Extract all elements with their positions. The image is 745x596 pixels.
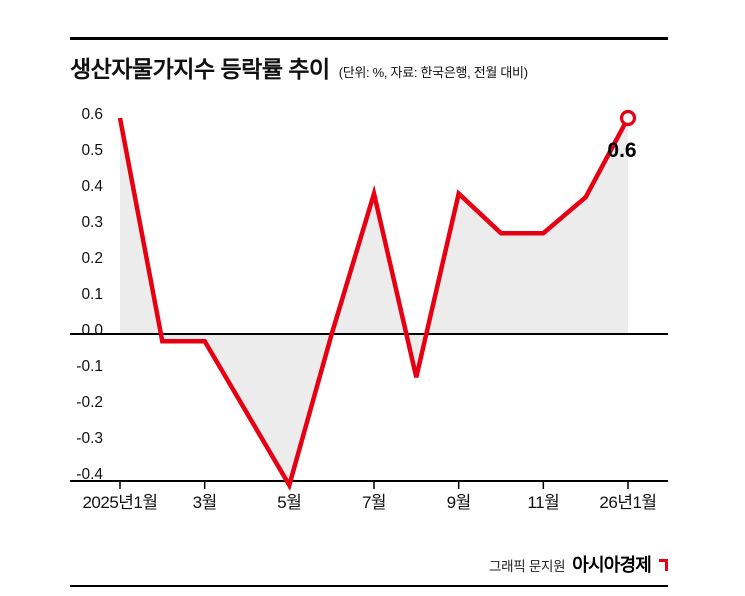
y-tick-label: -0.1 — [76, 358, 103, 375]
chart-title: 생산자물가지수 등락률 추이 — [70, 56, 330, 82]
x-tick-label: 5월 — [277, 493, 301, 512]
y-tick-label: -0.4 — [76, 466, 103, 483]
header: 생산자물가지수 등락률 추이 (단위: %, 자료: 한국은행, 전월 대비) — [70, 50, 528, 84]
area-fill — [120, 118, 628, 486]
chart-subtitle: (단위: %, 자료: 한국은행, 전월 대비) — [338, 65, 528, 80]
y-tick-label: 0.2 — [81, 250, 103, 267]
y-tick-label: 0.1 — [81, 286, 103, 303]
brand-logo: 아시아경제 — [572, 555, 652, 575]
x-tick-label: 9월 — [447, 493, 471, 512]
y-tick-label: 0.0 — [81, 322, 103, 339]
x-tick-label: 2025년1월 — [82, 493, 157, 512]
credit-text: 그래픽 문지원 — [489, 559, 566, 574]
brand-mark-icon — [659, 559, 668, 571]
x-tick-label: 26년1월 — [599, 493, 656, 512]
y-tick-label: 0.5 — [81, 142, 103, 159]
bottom-rule — [70, 585, 668, 587]
x-tick-label: 7월 — [362, 493, 386, 512]
last-point-value-label: 0.6 — [607, 139, 636, 162]
y-tick-label: -0.2 — [76, 394, 103, 411]
x-tick-label: 3월 — [193, 493, 217, 512]
y-tick-label: 0.3 — [81, 214, 103, 231]
y-tick-label: 0.6 — [81, 106, 103, 123]
y-tick-label: 0.4 — [81, 178, 103, 195]
trend-line — [117, 116, 630, 491]
last-point-marker — [619, 109, 637, 127]
x-tick-label: 11월 — [527, 493, 559, 512]
credit: 그래픽 문지원 아시아경제 — [489, 551, 668, 577]
y-tick-label: -0.3 — [76, 430, 103, 447]
top-rule — [70, 37, 668, 40]
